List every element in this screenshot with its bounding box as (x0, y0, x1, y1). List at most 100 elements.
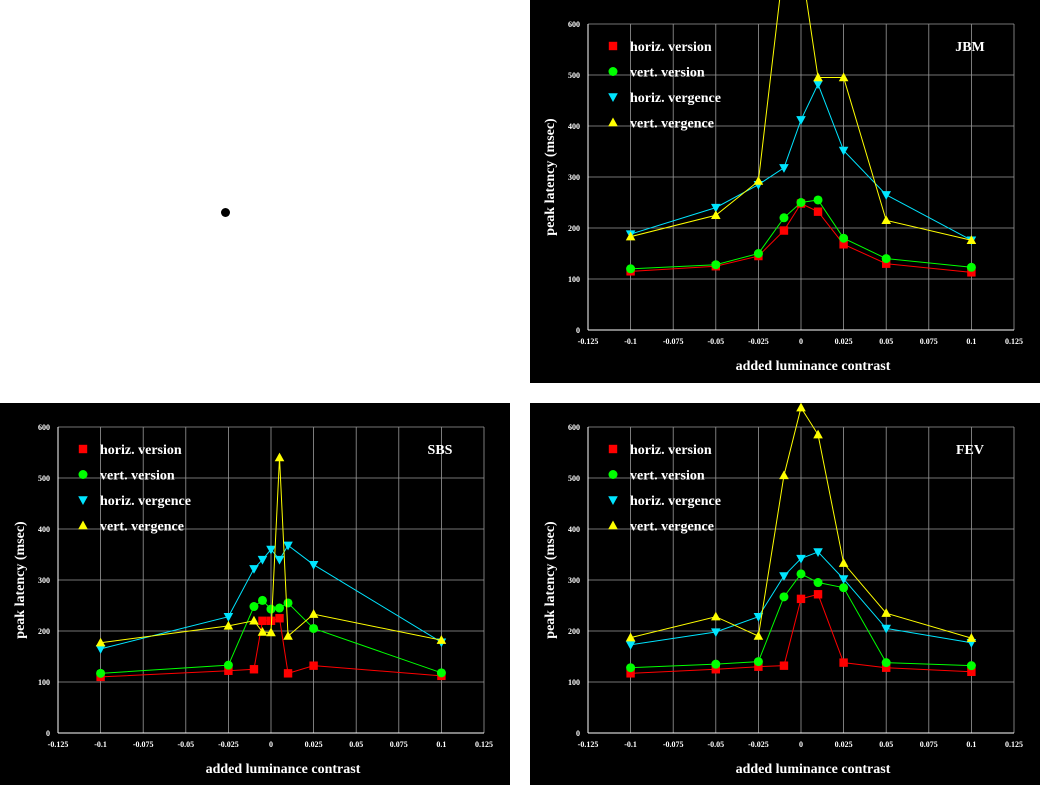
legend-marker (78, 470, 88, 479)
legend-label: vert. version (630, 469, 705, 484)
legend-marker (608, 444, 618, 454)
data-point (813, 207, 823, 216)
data-point (711, 628, 721, 638)
data-point (96, 668, 106, 678)
data-point (881, 215, 891, 225)
data-point (274, 555, 285, 565)
data-point (626, 663, 636, 673)
y-tick-label: 200 (568, 224, 580, 233)
data-point (249, 615, 259, 625)
x-tick-label: 0 (799, 740, 803, 749)
y-tick-label: 500 (568, 71, 580, 80)
data-point (309, 623, 319, 633)
data-point (813, 80, 823, 90)
y-tick-label: 300 (568, 173, 580, 182)
data-point (753, 613, 764, 622)
data-point (796, 569, 806, 579)
x-tick-label: -0.1 (624, 337, 637, 346)
y-tick-label: 400 (568, 525, 580, 534)
data-point (779, 226, 789, 235)
data-point (711, 210, 721, 219)
chart-sbs: -0.125 -0.1 -0.075 -0.05 -0.025 0 0.025 0.05 0.0… (13, 423, 493, 777)
data-point (625, 641, 636, 650)
data-point (224, 666, 233, 675)
x-tick-label: 0.075 (390, 740, 408, 749)
data-point (283, 631, 293, 640)
data-point (796, 198, 806, 207)
y-tick-label: 100 (568, 275, 580, 284)
y-tick-label: 100 (568, 678, 580, 687)
x-tick-label: -0.025 (748, 337, 769, 346)
data-point (881, 624, 891, 634)
x-tick-label: -0.075 (133, 740, 154, 749)
data-point (813, 548, 823, 557)
x-tick-label: 0 (269, 740, 273, 749)
legend-label: horiz. version (630, 443, 712, 458)
x-axis-label: added luminance contrast (736, 762, 891, 777)
x-tick-label: -0.025 (748, 740, 769, 749)
data-point (223, 620, 234, 630)
data-point (779, 213, 789, 223)
legend-marker (608, 470, 618, 479)
data-point (257, 627, 268, 636)
legend-marker (78, 496, 88, 505)
x-tick-label: 0 (799, 337, 803, 346)
data-point (967, 667, 976, 676)
x-axis-label: added luminance contrast (736, 359, 891, 374)
y-tick-label: 500 (568, 474, 580, 483)
x-tick-label: 0.1 (436, 740, 446, 749)
data-point (796, 594, 806, 604)
series-vert-version (626, 195, 976, 274)
chart-panel-fev: -0.125 -0.1 -0.075 -0.05 -0.025 0 0.025 0.05 0.0… (530, 403, 1040, 785)
x-tick-label: -0.05 (707, 337, 724, 346)
data-point (249, 602, 259, 612)
data-point (838, 575, 849, 584)
data-point (813, 195, 823, 205)
legend-label: horiz. vergence (630, 91, 721, 106)
y-axis-label: peak latency (msec) (543, 521, 558, 639)
x-tick-label: 0.075 (920, 740, 938, 749)
legend-marker (608, 67, 618, 76)
legend-label: horiz. version (630, 40, 712, 55)
data-point (625, 231, 636, 241)
legend-marker (78, 520, 88, 530)
data-point (711, 665, 720, 674)
data-point (813, 429, 823, 439)
data-point (711, 203, 721, 213)
data-point (881, 608, 891, 617)
chart-jbm: -0.125 -0.1 -0.075 -0.05 -0.025 0 0.025 0.05 0.0… (543, 0, 1023, 374)
data-point (283, 541, 293, 551)
data-point (882, 663, 891, 672)
data-point (813, 72, 823, 82)
legend-label: horiz. vergence (630, 494, 721, 509)
y-tick-label: 200 (38, 627, 50, 636)
data-point (626, 264, 636, 274)
y-tick-label: 400 (568, 122, 580, 131)
x-tick-label: 0.125 (1005, 337, 1023, 346)
legend: horiz. version vert. version horiz. vergen… (78, 443, 191, 535)
x-tick-label: -0.125 (578, 337, 599, 346)
legend: horiz. version vert. version horiz. vergen… (608, 443, 721, 535)
data-point (839, 240, 848, 249)
data-point (779, 572, 789, 581)
series-horiz-version (626, 590, 976, 678)
x-tick-label: 0.025 (835, 740, 853, 749)
y-tick-label: 200 (568, 627, 580, 636)
data-point (275, 614, 284, 623)
x-tick-label: 0.075 (920, 337, 938, 346)
data-point (881, 254, 891, 264)
subject-label: FEV (956, 443, 984, 458)
data-point (266, 616, 276, 625)
legend-label: horiz. vergence (100, 494, 191, 509)
data-point (881, 191, 891, 200)
data-point (839, 583, 849, 593)
data-point (839, 658, 848, 667)
y-tick-label: 600 (568, 423, 580, 432)
data-point (95, 637, 106, 647)
x-tick-label: -0.125 (48, 740, 69, 749)
y-tick-label: 0 (576, 326, 580, 335)
data-point (779, 470, 789, 480)
data-point (223, 660, 233, 670)
data-point (711, 659, 721, 669)
y-tick-label: 100 (38, 678, 50, 687)
